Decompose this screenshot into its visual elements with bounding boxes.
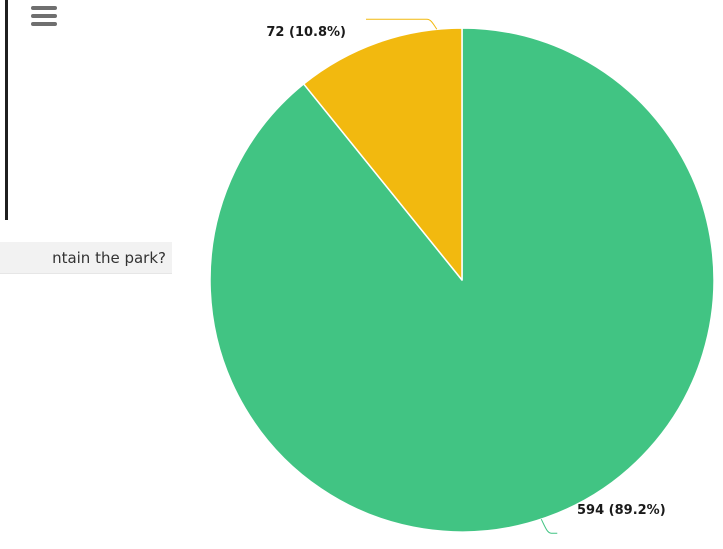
menu-icon-bar [31, 6, 57, 10]
slice-data-label: 594 (89.2%) [577, 503, 666, 518]
hamburger-menu-icon[interactable] [29, 3, 59, 29]
question-text: ntain the park? [52, 249, 166, 267]
menu-icon-bar [31, 22, 57, 26]
left-panel-edge [0, 0, 8, 220]
pie-slice[interactable] [302, 27, 463, 281]
label-connector [540, 518, 558, 534]
question-bar: ntain the park? [0, 242, 172, 274]
label-connector [366, 18, 438, 30]
menu-icon-bar [31, 14, 57, 18]
slice-data-label: 72 (10.8%) [266, 25, 346, 40]
